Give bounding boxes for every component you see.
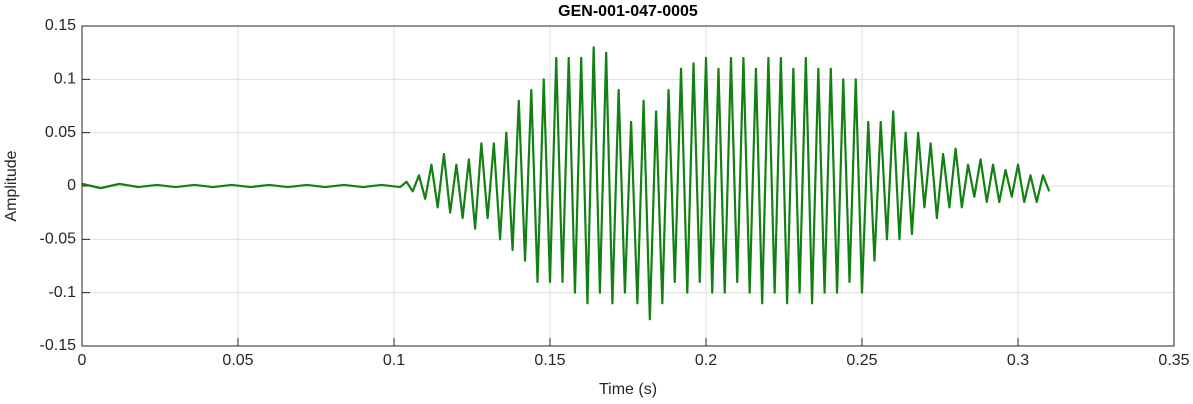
x-tick-label: 0.1 — [383, 352, 405, 369]
y-axis-label: Amplitude — [3, 150, 20, 221]
plot-frame — [81, 25, 1175, 347]
y-tick-label: 0.05 — [45, 124, 76, 141]
y-tick-label: -0.05 — [40, 231, 77, 248]
x-axis-label: Time (s) — [599, 381, 657, 398]
x-tick-label: 0.2 — [695, 352, 717, 369]
x-tick-label: 0.3 — [1007, 352, 1029, 369]
y-tick-label: 0 — [67, 177, 76, 194]
waveform-line — [81, 46, 1051, 321]
chart-title: GEN-001-047-0005 — [558, 3, 698, 20]
y-tick-label: 0.15 — [45, 17, 76, 34]
x-tick-label: 0.25 — [846, 352, 877, 369]
x-tick-label: 0 — [78, 352, 87, 369]
y-tick-label: -0.15 — [40, 337, 77, 354]
x-tick-label: 0.05 — [222, 352, 253, 369]
y-tick-label: 0.1 — [54, 71, 76, 88]
x-tick-label: 0.35 — [1158, 352, 1189, 369]
y-tick-label: -0.1 — [48, 284, 76, 301]
x-tick-label: 0.15 — [534, 352, 565, 369]
